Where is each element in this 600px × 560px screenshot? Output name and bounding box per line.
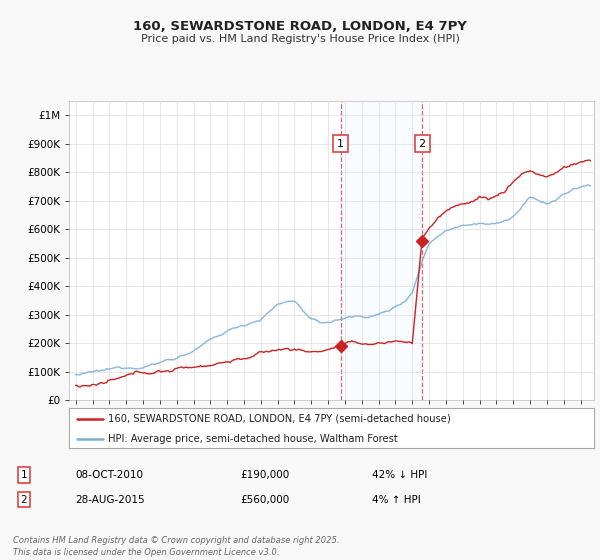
Text: Price paid vs. HM Land Registry's House Price Index (HPI): Price paid vs. HM Land Registry's House … xyxy=(140,34,460,44)
Text: 2: 2 xyxy=(419,139,425,148)
Text: 160, SEWARDSTONE ROAD, LONDON, E4 7PY (semi-detached house): 160, SEWARDSTONE ROAD, LONDON, E4 7PY (s… xyxy=(109,414,451,424)
Text: 42% ↓ HPI: 42% ↓ HPI xyxy=(372,470,427,480)
Text: 1: 1 xyxy=(20,470,28,480)
Text: 28-AUG-2015: 28-AUG-2015 xyxy=(75,494,145,505)
Text: HPI: Average price, semi-detached house, Waltham Forest: HPI: Average price, semi-detached house,… xyxy=(109,434,398,444)
Text: Contains HM Land Registry data © Crown copyright and database right 2025.
This d: Contains HM Land Registry data © Crown c… xyxy=(13,536,340,557)
Text: £560,000: £560,000 xyxy=(240,494,289,505)
Text: 2: 2 xyxy=(20,494,28,505)
Text: 160, SEWARDSTONE ROAD, LONDON, E4 7PY: 160, SEWARDSTONE ROAD, LONDON, E4 7PY xyxy=(133,20,467,32)
Text: 4% ↑ HPI: 4% ↑ HPI xyxy=(372,494,421,505)
Text: 08-OCT-2010: 08-OCT-2010 xyxy=(75,470,143,480)
Text: £190,000: £190,000 xyxy=(240,470,289,480)
Bar xyxy=(341,101,422,400)
Text: 1: 1 xyxy=(337,139,344,148)
